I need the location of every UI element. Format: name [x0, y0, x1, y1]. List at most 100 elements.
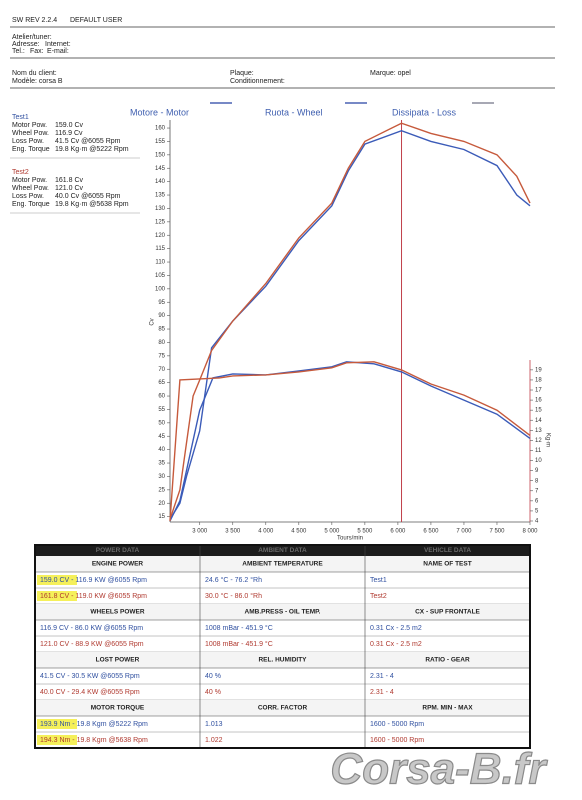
- y-tick-label: 100: [155, 286, 166, 292]
- y-tick-label: 70: [158, 367, 165, 373]
- y-tick-label: 50: [158, 420, 165, 426]
- y-tick-label: 130: [155, 206, 166, 212]
- y-tick-label: 55: [158, 407, 165, 413]
- y2-tick-label: 18: [535, 378, 542, 384]
- y2-tick-label: 14: [535, 418, 542, 424]
- curve: [169, 129, 531, 520]
- section-heading: CX - SUP FRONTALE: [415, 609, 480, 616]
- y-tick-label: 20: [158, 501, 165, 507]
- summary-label: Eng. Torque: [12, 201, 50, 208]
- y-axis-label: Cv: [150, 318, 156, 325]
- x-tick-label: 8 000: [522, 529, 538, 535]
- y2-tick-label: 8: [535, 478, 539, 484]
- y2-tick-label: 9: [535, 468, 539, 474]
- y-tick-label: 115: [155, 246, 165, 252]
- table-cell: 2.31 - 4: [370, 689, 394, 696]
- y-tick-label: 80: [158, 340, 165, 346]
- y2-tick-label: 4: [535, 519, 539, 525]
- table-cell: 1008 mBar - 451.9 °C: [205, 640, 273, 648]
- table-cell: 0.31 Cx - 2.5 m2: [370, 641, 422, 648]
- summary-value: 159.0 Cv: [55, 122, 84, 129]
- y2-tick-label: 13: [535, 428, 542, 434]
- table-cell: 40 %: [205, 673, 221, 680]
- table-border: [34, 544, 531, 749]
- y2-tick-label: 11: [535, 448, 542, 454]
- table-cell: Test1: [370, 577, 387, 584]
- client-field: Marque: opel: [370, 70, 411, 77]
- summary-label: Eng. Torque: [12, 146, 50, 153]
- table-header: AMBIENT DATA: [258, 547, 307, 554]
- y2-tick-label: 7: [535, 488, 539, 494]
- y-tick-label: 15: [158, 514, 165, 520]
- client-field: Nom du client:: [12, 70, 57, 77]
- x-tick-label: 6 000: [390, 529, 406, 535]
- x-axis-label: Tours/min: [337, 536, 363, 542]
- client-field: Conditionnement:: [230, 78, 285, 85]
- section-heading: AMBIENT TEMPERATURE: [242, 561, 323, 568]
- summary-label: Motor Pow.: [12, 122, 47, 129]
- y2-tick-label: 17: [535, 388, 542, 394]
- x-tick-label: 5 500: [357, 529, 373, 535]
- y2-tick-label: 12: [535, 438, 542, 444]
- y-tick-label: 35: [158, 461, 165, 467]
- client-field: Modèle: corsa B: [12, 78, 63, 85]
- table-cell: 194.3 Nm - 19.8 Kgm @5638 Rpm: [40, 737, 148, 744]
- y2-tick-label: 15: [535, 408, 542, 414]
- summary-value: 161.8 Cv: [55, 177, 84, 184]
- summary-label: Wheel Pow.: [12, 185, 49, 192]
- y-tick-label: 140: [155, 179, 166, 185]
- y-tick-label: 95: [158, 300, 165, 306]
- y-tick-label: 25: [158, 487, 165, 493]
- y-tick-label: 125: [155, 219, 166, 225]
- shop-field: Fax:: [30, 48, 44, 55]
- table-cell: Test2: [370, 593, 387, 600]
- x-tick-label: 3 500: [225, 529, 241, 535]
- y-tick-label: 160: [155, 126, 166, 132]
- x-tick-label: 7 500: [489, 529, 505, 535]
- y-tick-label: 135: [155, 193, 166, 199]
- y-tick-label: 90: [158, 313, 165, 319]
- summary-value: 121.0 Cv: [55, 185, 84, 192]
- highlight: [37, 719, 77, 729]
- section-heading: AMB.PRESS - OIL TEMP.: [245, 609, 321, 616]
- highlight: [37, 735, 77, 745]
- y-tick-label: 85: [158, 327, 165, 333]
- shop-field: Tel.:: [12, 48, 25, 55]
- y-tick-label: 120: [155, 233, 166, 239]
- test-name: Test2: [12, 169, 29, 176]
- y2-tick-label: 19: [535, 367, 542, 373]
- section-heading: LOST POWER: [96, 657, 140, 664]
- legend-label: Ruota - Wheel: [265, 107, 323, 117]
- summary-value: 19.8 Kg·m @5222 Rpm: [55, 146, 129, 153]
- user-name: DEFAULT USER: [70, 17, 122, 24]
- table-cell: 1600 - 5000 Rpm: [370, 721, 424, 728]
- summary-value: 19.8 Kg·m @5638 Rpm: [55, 201, 129, 208]
- shop-field: Atelier/tuner:: [12, 34, 52, 41]
- legend-label: Dissipata - Loss: [392, 107, 457, 117]
- y-tick-label: 30: [158, 474, 165, 480]
- curve: [169, 361, 531, 522]
- section-heading: ENGINE POWER: [92, 561, 144, 568]
- section-heading: NAME OF TEST: [423, 561, 471, 568]
- y-tick-label: 155: [155, 139, 166, 145]
- table-cell: 30.0 °C - 86.0 °Rh: [205, 592, 262, 600]
- summary-label: Motor Pow.: [12, 177, 47, 184]
- y-tick-label: 105: [155, 273, 166, 279]
- table-header: POWER DATA: [96, 547, 140, 554]
- section-heading: CORR. FACTOR: [258, 705, 308, 712]
- summary-label: Loss Pow.: [12, 138, 44, 145]
- table-header: VEHICLE DATA: [424, 547, 471, 554]
- summary-label: Loss Pow.: [12, 193, 44, 200]
- section-heading-row: [35, 652, 530, 668]
- table-cell: 1600 - 5000 Rpm: [370, 737, 424, 744]
- section-heading: RPM. MIN - MAX: [422, 705, 473, 712]
- x-tick-label: 3 000: [192, 529, 208, 535]
- software-version: SW REV 2.2.4: [12, 17, 57, 24]
- y2-tick-label: 5: [535, 508, 539, 514]
- y-tick-label: 45: [158, 434, 165, 440]
- table-cell: 159.0 CV - 116.9 KW @6055 Rpm: [40, 577, 147, 584]
- y-tick-label: 145: [155, 166, 166, 172]
- section-heading: RATIO - GEAR: [425, 657, 470, 664]
- table-cell: 41.5 CV - 30.5 KW @6055 Rpm: [40, 673, 140, 680]
